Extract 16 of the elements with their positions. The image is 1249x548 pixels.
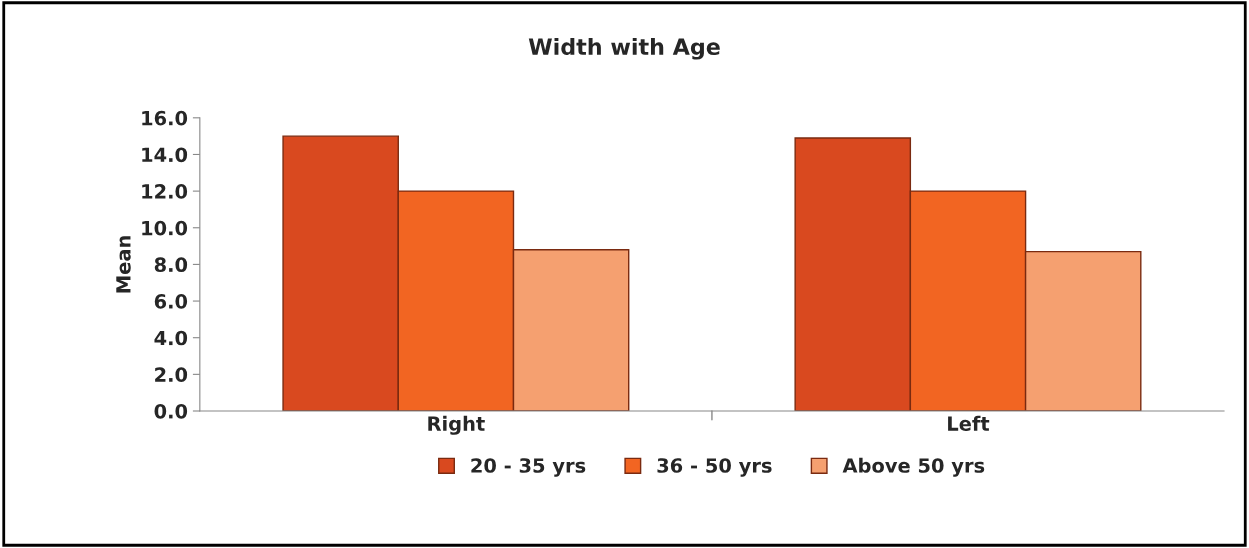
chart-title: Width with Age [528,37,720,60]
y-tick-label: 2.0 [155,367,188,383]
legend-label: 36 - 50 yrs [657,458,772,477]
y-tick-label: 12.0 [142,184,188,199]
y-tick-label: 6.0 [154,294,188,309]
y-tick-label: 16.0 [142,110,188,126]
y-tick-label: 14.0 [142,147,188,163]
y-tick-label: 8.0 [154,257,188,273]
x-tick-label: Left [948,415,990,431]
legend-label: Above 50 yrs [842,457,985,477]
y-tick-label: 10.0 [142,220,188,236]
legend-label: 20 - 35 yrs [471,458,586,477]
y-tick-label: 0.0 [154,403,188,419]
x-tick-label: Right [428,415,485,435]
y-tick-label: 4.0 [154,330,188,346]
y-axis-title: Mean [116,236,131,293]
